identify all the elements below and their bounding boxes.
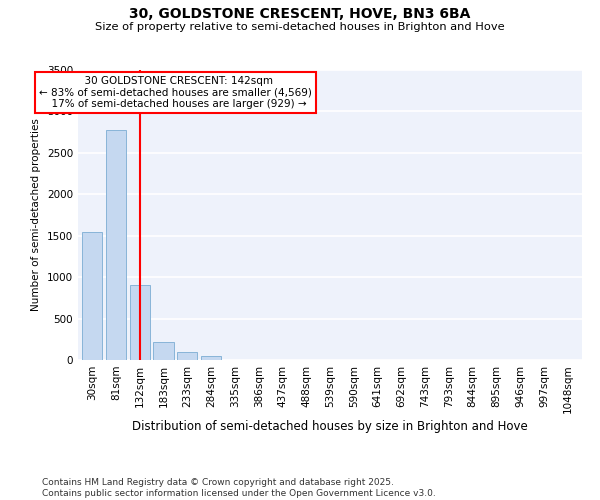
Text: Contains HM Land Registry data © Crown copyright and database right 2025.
Contai: Contains HM Land Registry data © Crown c…	[42, 478, 436, 498]
Bar	[130, 286, 150, 360]
Bar	[154, 342, 173, 360]
Bar	[177, 352, 197, 360]
Bar	[82, 232, 103, 360]
Text: 30 GOLDSTONE CRESCENT: 142sqm
← 83% of semi-detached houses are smaller (4,569)
: 30 GOLDSTONE CRESCENT: 142sqm ← 83% of s…	[39, 76, 312, 109]
Bar	[106, 130, 126, 360]
X-axis label: Distribution of semi-detached houses by size in Brighton and Hove: Distribution of semi-detached houses by …	[132, 420, 528, 434]
Y-axis label: Number of semi-detached properties: Number of semi-detached properties	[31, 118, 41, 312]
Text: Size of property relative to semi-detached houses in Brighton and Hove: Size of property relative to semi-detach…	[95, 22, 505, 32]
Text: 30, GOLDSTONE CRESCENT, HOVE, BN3 6BA: 30, GOLDSTONE CRESCENT, HOVE, BN3 6BA	[130, 8, 470, 22]
Bar	[201, 356, 221, 360]
